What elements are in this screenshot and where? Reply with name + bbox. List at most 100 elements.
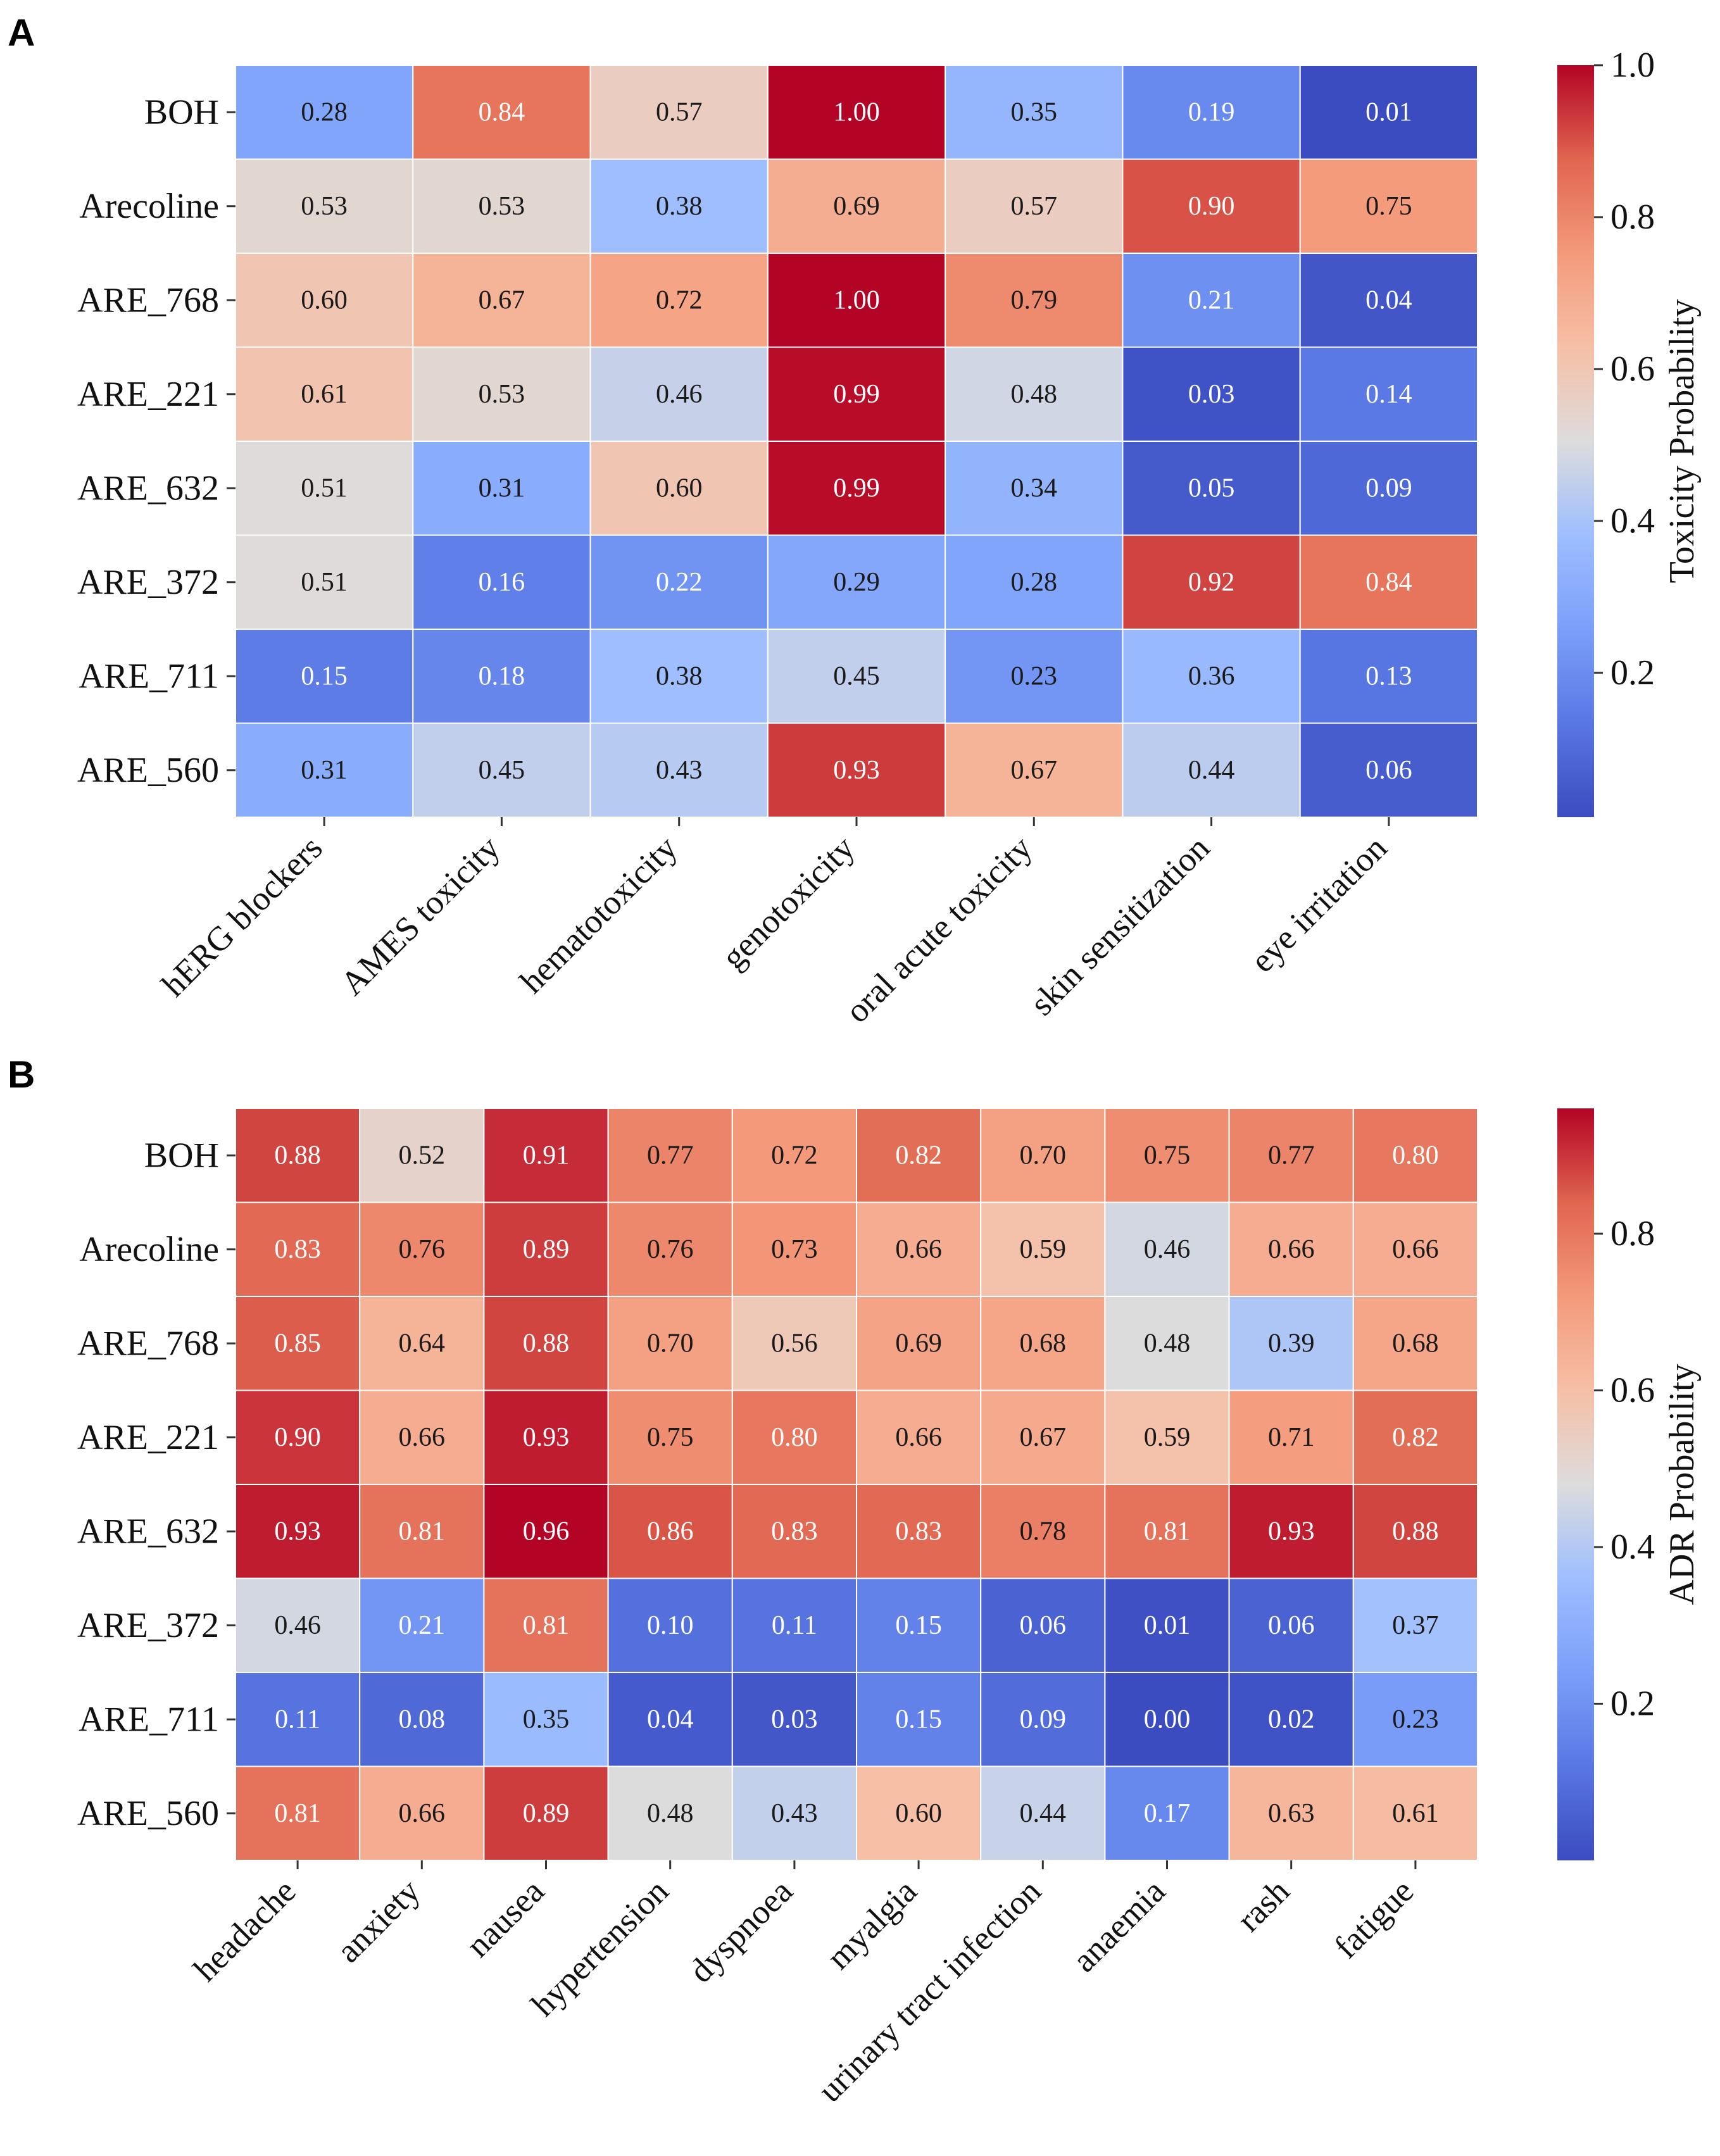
panel-b-cell-value-arecoline-dyspnoea: 0.73 [771, 1235, 818, 1264]
panel-b-row-label-are-221: ARE_221 [77, 1418, 219, 1457]
panel-a-cell-are-768-herg-blockers [235, 253, 414, 348]
panel-b-cell-are-711-urinary-tract-infection [980, 1672, 1106, 1767]
panel-b-cell-value-are-768-headache: 0.85 [274, 1329, 321, 1358]
panel-a-cell-are-560-eye-irritation [1299, 722, 1478, 818]
panel-a-cell-value-are-221-oral-acute-toxicity: 0.48 [1011, 380, 1058, 409]
panel-b-column-label-anxiety: anxiety [329, 1872, 427, 1970]
panel-b-cell-value-are-560-urinary-tract-infection: 0.44 [1020, 1799, 1067, 1828]
panel-b-cell-are-632-anxiety [359, 1484, 485, 1579]
panel-a-cell-are-711-oral-acute-toxicity [945, 629, 1124, 724]
panel-b-cell-boh-headache [235, 1108, 361, 1203]
panel-b-cell-are-221-hypertension [607, 1389, 733, 1485]
panel-a-column-label-oral-acute-toxicity: oral acute toxicity [838, 829, 1039, 1030]
panel-a-cell-value-are-560-herg-blockers: 0.31 [301, 756, 348, 785]
panel-b-cell-value-are-560-anxiety: 0.66 [399, 1799, 446, 1828]
panel-b-cell-value-boh-urinary-tract-infection: 0.70 [1020, 1141, 1067, 1170]
panel-b-cell-boh-dyspnoea [731, 1108, 858, 1203]
panel-b-cell-boh-anxiety [359, 1108, 485, 1203]
panel-b-cell-arecoline-anxiety [359, 1201, 485, 1297]
panel-a-cell-are-768-skin-sensitization [1122, 253, 1301, 348]
panel-a-cell-value-are-711-eye-irritation: 0.13 [1365, 661, 1412, 691]
panel-b-column-label-rash: rash [1229, 1872, 1296, 1939]
panel-b-cell-are-372-nausea [483, 1577, 609, 1673]
panel-b-cell-value-are-768-dyspnoea: 0.56 [771, 1329, 818, 1358]
panel-a-row-label-are-632: ARE_632 [77, 468, 219, 508]
panel-b-cell-are-768-nausea [483, 1296, 609, 1391]
panel-b-cell-boh-myalgia [856, 1108, 982, 1203]
panel-b-cell-are-221-myalgia [856, 1389, 982, 1485]
panel-a-cell-value-are-711-skin-sensitization: 0.36 [1188, 661, 1235, 691]
panel-b-cell-value-are-372-hypertension: 0.10 [647, 1611, 694, 1640]
panel-b-cell-boh-anaemia [1104, 1108, 1230, 1203]
panel-b-cell-value-are-632-nausea: 0.96 [523, 1517, 570, 1546]
panel-b-cell-are-372-urinary-tract-infection [980, 1577, 1106, 1673]
panel-a-cell-value-arecoline-skin-sensitization: 0.90 [1188, 192, 1235, 221]
panel-a-cell-arecoline-eye-irritation [1299, 158, 1478, 254]
panel-a-cell-are-372-oral-acute-toxicity [945, 534, 1124, 630]
panel-b-cell-value-are-632-urinary-tract-infection: 0.78 [1020, 1517, 1067, 1546]
panel-b-cell-value-boh-myalgia: 0.82 [895, 1141, 942, 1170]
panel-a-cell-are-221-herg-blockers [235, 346, 414, 442]
panel-a-cell-boh-ames-toxicity [412, 65, 591, 160]
panel-a-cell-value-are-711-herg-blockers: 0.15 [301, 661, 348, 691]
panel-b-cell-value-are-768-anaemia: 0.48 [1144, 1329, 1191, 1358]
panel-a-cell-value-are-560-hematotoxicity: 0.43 [656, 756, 703, 785]
panel-b-cell-value-are-711-urinary-tract-infection: 0.09 [1020, 1705, 1067, 1734]
panel-a-cell-value-are-560-skin-sensitization: 0.44 [1188, 756, 1235, 785]
panel-a-cell-value-are-221-herg-blockers: 0.61 [301, 380, 348, 409]
panel-b-row-label-are-711: ARE_711 [78, 1700, 219, 1739]
panel-b-cell-are-221-fatigue [1352, 1389, 1479, 1485]
panel-b-cell-are-768-hypertension [607, 1296, 733, 1391]
panel-b-cell-value-are-632-fatigue: 0.88 [1392, 1517, 1439, 1546]
panel-b-cell-value-are-372-rash: 0.06 [1268, 1611, 1315, 1640]
panel-b-cell-value-arecoline-anxiety: 0.76 [399, 1235, 446, 1264]
panel-a-cell-boh-genotoxicity [767, 65, 946, 160]
panel-b-cell-value-are-560-myalgia: 0.60 [895, 1799, 942, 1828]
panel-a-cell-value-are-560-eye-irritation: 0.06 [1365, 756, 1412, 785]
panel-b-cell-value-are-768-anxiety: 0.64 [399, 1329, 446, 1358]
panel-a-cell-value-are-372-hematotoxicity: 0.22 [656, 568, 703, 597]
panel-a-cell-are-768-oral-acute-toxicity [945, 253, 1124, 348]
panel-a-cell-value-are-560-oral-acute-toxicity: 0.67 [1011, 756, 1058, 785]
panel-b-cell-value-arecoline-nausea: 0.89 [523, 1235, 570, 1264]
panel-a-cell-value-are-711-ames-toxicity: 0.18 [479, 661, 525, 691]
panel-b-cell-value-are-372-fatigue: 0.37 [1392, 1611, 1439, 1640]
panel-a-cell-boh-herg-blockers [235, 65, 414, 160]
panel-a-cell-are-560-skin-sensitization [1122, 722, 1301, 818]
panel-b-cell-value-are-711-myalgia: 0.15 [895, 1705, 942, 1734]
panel-a-colorbar-label: Toxicity Probability [1662, 299, 1702, 584]
panel-a-cell-are-372-ames-toxicity [412, 534, 591, 630]
panel-b-cell-arecoline-fatigue [1352, 1201, 1479, 1297]
panel-a-cell-are-711-genotoxicity [767, 629, 946, 724]
panel-a-colorbar-tick-label: 0.2 [1610, 653, 1655, 693]
panel-b-column-label-anaemia: anaemia [1065, 1872, 1172, 1979]
panel-a-cell-value-are-560-ames-toxicity: 0.45 [479, 756, 525, 785]
panel-b-column-label-dyspnoea: dyspnoea [682, 1872, 800, 1990]
panel-b-cell-value-are-711-rash: 0.02 [1268, 1705, 1315, 1734]
panel-a-cell-value-are-632-oral-acute-toxicity: 0.34 [1011, 473, 1058, 503]
panel-b-cell-boh-urinary-tract-infection [980, 1108, 1106, 1203]
panel-a-cell-value-are-711-genotoxicity: 0.45 [833, 661, 880, 691]
panel-b-cell-value-are-711-hypertension: 0.04 [647, 1705, 694, 1734]
panel-b-cell-are-768-fatigue [1352, 1296, 1479, 1391]
panel-b-row-label-are-372: ARE_372 [77, 1606, 219, 1645]
panel-a-cell-are-768-genotoxicity [767, 253, 946, 348]
panel-a-colorbar-tick-label: 1.0 [1610, 46, 1655, 85]
panel-b-cell-value-arecoline-hypertension: 0.76 [647, 1235, 694, 1264]
panel-b-colorbar-tick-label: 0.2 [1610, 1684, 1655, 1724]
panel-a-row-label-arecoline: Arecoline [79, 187, 219, 226]
panel-a-cell-value-are-221-skin-sensitization: 0.03 [1188, 380, 1235, 409]
panel-b-colorbar: 0.2 0.4 0.6 0.8 ADR Probability [1557, 1108, 1702, 1860]
panel-a-cell-value-are-560-genotoxicity: 0.93 [833, 756, 880, 785]
panel-a-cell-value-arecoline-oral-acute-toxicity: 0.57 [1011, 192, 1058, 221]
panel-a-cell-are-372-hematotoxicity [589, 534, 769, 630]
panel-a-cell-value-are-221-hematotoxicity: 0.46 [656, 380, 703, 409]
panel-b-column-label-myalgia: myalgia [819, 1872, 924, 1976]
panel-b-cell-value-are-221-hypertension: 0.75 [647, 1423, 694, 1452]
panel-a-cell-value-are-768-herg-blockers: 0.60 [301, 285, 348, 315]
panel-b-cell-value-are-221-nausea: 0.93 [523, 1423, 570, 1452]
panel-a-column-labels: hERG blockers AMES toxicity hematotoxicity… [154, 817, 1394, 1030]
panel-a-cell-are-372-herg-blockers [235, 534, 414, 630]
